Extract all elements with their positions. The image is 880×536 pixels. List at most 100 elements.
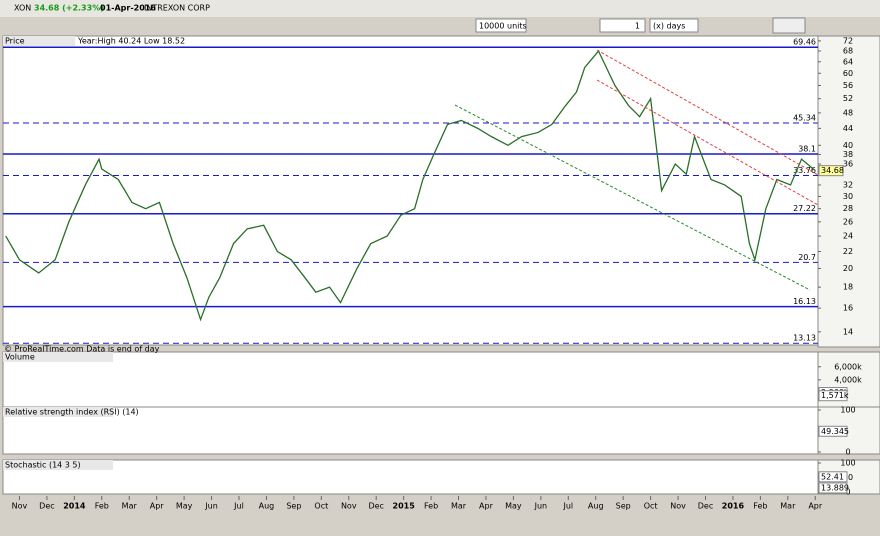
y-tick-label: 38 [843, 150, 853, 159]
value-label: 13.889 [821, 483, 849, 492]
x-tick-label: Feb [424, 502, 438, 511]
level-label: 69.46 [793, 38, 816, 47]
level-label: 13.13 [793, 334, 816, 343]
y-tick-label: 24 [843, 232, 853, 241]
x-tick-label: 2016 [722, 502, 745, 511]
level-label: 33.76 [793, 166, 816, 175]
y-tick-label: 40 [843, 141, 853, 150]
trend-line [454, 104, 811, 291]
y-tick-label: 72 [843, 36, 853, 45]
y-tick-label: 52 [843, 94, 853, 103]
x-tick-label: Mar [122, 502, 138, 511]
panel [2, 406, 819, 455]
x-tick-label: Sep [616, 502, 631, 511]
panel-subtitle: Year:High 40.24 Low 18.52 [77, 37, 185, 46]
x-tick-label: Jul [562, 502, 573, 511]
y-tick-label: 100 [840, 406, 855, 415]
x-tick-label: Nov [341, 502, 357, 511]
last-price: 34.68 [821, 166, 844, 175]
toolbar [0, 17, 880, 35]
y-tick-label: 0 [845, 448, 850, 457]
last-price-box [818, 165, 844, 177]
panel-header [3, 407, 113, 417]
x-tick-label: May [176, 502, 193, 511]
level-label: 16.13 [793, 297, 816, 306]
y-tick-label: 22 [843, 247, 853, 256]
x-tick-label: 2014 [63, 502, 86, 511]
x-tick-label: Aug [588, 502, 604, 511]
value-box [818, 425, 848, 437]
x-tick-label: Feb [753, 502, 767, 511]
x-tick-label: Feb [95, 502, 109, 511]
y-tick-label: 16 [843, 304, 853, 313]
x-tick-label: Oct [314, 502, 328, 511]
panel-header [3, 36, 75, 46]
change: 34.68 (+2.33%) [34, 4, 104, 13]
y-tick-label: 0 [845, 488, 850, 497]
value-label: 52.41 [821, 472, 844, 481]
y-tick-label: 6,000k [834, 362, 862, 371]
y-tick-label: 56 [843, 81, 853, 90]
value-label: 1,571k [821, 391, 849, 400]
y-tick-label: 30 [843, 192, 853, 201]
x-tick-label: Apr [808, 502, 823, 511]
x-tick-label: Apr [150, 502, 165, 511]
count: 1 [635, 22, 640, 31]
period: (x) days [653, 22, 685, 31]
level-label: 20.7 [798, 253, 816, 262]
y-tick-label: 18 [843, 283, 853, 292]
symbol: XON [14, 4, 31, 13]
title-bar [0, 0, 880, 17]
y-tick-label: 4,000k [834, 375, 862, 384]
value-box [818, 471, 848, 483]
y-tick-label: 48 [843, 108, 853, 117]
y-tick-label: 20 [843, 264, 853, 273]
y-tick-label: 36 [843, 160, 853, 169]
value-label: 49.345 [821, 427, 849, 436]
y-tick-label: 68 [843, 47, 853, 56]
y-tick-label: 50 [843, 473, 853, 482]
y-tick-label: 100 [840, 459, 855, 468]
panel-title: Price [5, 37, 25, 46]
footer: © ProRealTime.com Data is end of day [4, 345, 160, 354]
panel [2, 351, 819, 409]
y-tick-label: 26 [843, 217, 853, 226]
units-select[interactable] [475, 18, 527, 33]
panel [2, 35, 819, 346]
units: 10000 units [479, 22, 527, 31]
x-tick-label: Dec [39, 502, 54, 511]
x-tick-label: Jun [534, 502, 548, 511]
company: INTREXON CORP [144, 4, 210, 13]
y-tick-label: 14 [843, 327, 853, 336]
count-input[interactable] [599, 18, 646, 33]
trend-line [596, 49, 819, 176]
y-tick-label: 28 [843, 204, 853, 213]
x-tick-label: May [505, 502, 522, 511]
period-select[interactable] [649, 18, 699, 33]
x-tick-label: Dec [368, 502, 383, 511]
level-label: 27.22 [793, 204, 816, 213]
x-tick-label: Nov [12, 502, 28, 511]
panel-header [3, 460, 113, 470]
y-tick-label: 44 [843, 124, 853, 133]
chart-type-button[interactable] [772, 17, 806, 34]
date: 01-Apr-2016 [100, 4, 156, 13]
panel-title: Stochastic (14 3 5) [5, 461, 81, 470]
panel-title: Volume [5, 353, 35, 362]
value-box [818, 390, 848, 402]
y-tick-label: 64 [843, 57, 853, 66]
level-label: 45.34 [793, 114, 816, 123]
y-tick-label: 32 [843, 180, 853, 189]
panel-title: Relative strength index (RSI) (14) [5, 408, 139, 417]
value-box [818, 482, 848, 494]
panel-header [3, 352, 113, 362]
level-label: 38.1 [798, 144, 816, 153]
x-tick-label: Jul [233, 502, 244, 511]
x-tick-label: Apr [479, 502, 494, 511]
x-tick-label: Oct [644, 502, 658, 511]
trend-line [596, 79, 819, 206]
x-tick-label: Sep [286, 502, 301, 511]
axis-area [817, 35, 880, 348]
x-tick-label: Dec [698, 502, 713, 511]
